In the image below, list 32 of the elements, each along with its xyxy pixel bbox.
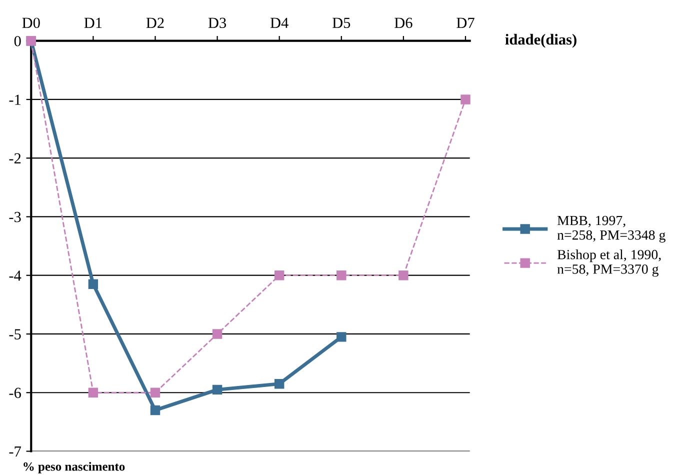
y-tick-label: -1 — [9, 94, 21, 105]
point — [460, 94, 470, 104]
point — [88, 279, 98, 290]
x-tick-label: D2 — [146, 18, 164, 28]
point — [212, 329, 222, 339]
point — [274, 270, 284, 280]
point — [274, 378, 284, 389]
x-tick-label: D1 — [84, 18, 102, 28]
text: % peso nascimento — [24, 462, 125, 474]
x-tick-label: D0 — [22, 18, 40, 28]
point — [150, 388, 160, 398]
legend-label: MBB, 1997, n=258, PM=3348 g — [557, 216, 666, 243]
legend-label: Bishop et al, 1990, n=58, PM=3370 g — [557, 250, 661, 277]
y-tick-label: -7 — [9, 446, 21, 457]
point — [88, 388, 98, 398]
point — [336, 332, 346, 342]
point — [336, 270, 346, 280]
y-tick-label: 0 — [14, 36, 21, 46]
point — [398, 270, 408, 280]
point — [212, 384, 222, 395]
y-tick-label: -6 — [9, 388, 21, 398]
x-axis-title: idade(dias) — [505, 34, 576, 48]
y-tick-label: -5 — [9, 329, 21, 340]
y-tick-label: -2 — [9, 153, 21, 164]
point — [150, 405, 160, 416]
x-tick-label: D7 — [456, 18, 474, 28]
y-tick-label: -4 — [9, 270, 22, 281]
x-tick-label: D5 — [332, 18, 350, 28]
x-tick-label: D6 — [394, 18, 412, 28]
y-tick-label: -3 — [9, 212, 21, 222]
x-tick-label: D4 — [270, 18, 288, 28]
x-tick-label: D3 — [208, 18, 226, 28]
